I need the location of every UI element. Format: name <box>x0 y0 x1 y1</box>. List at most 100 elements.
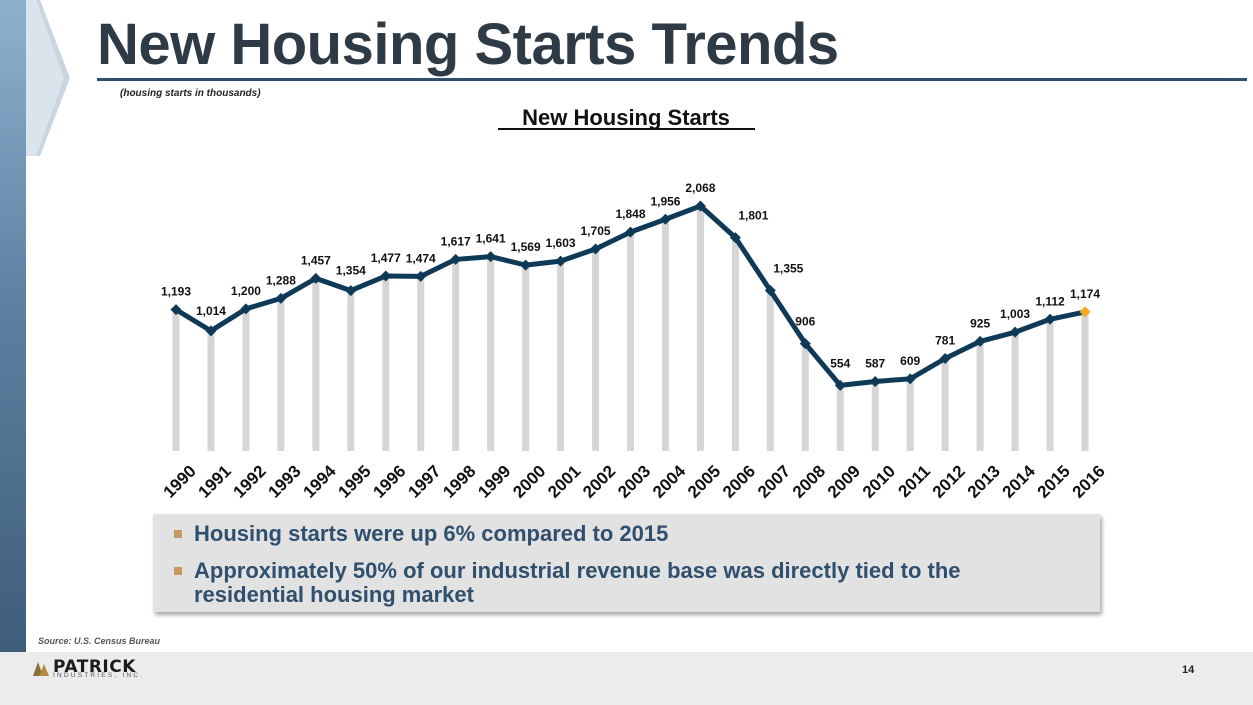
footer-band <box>0 652 1253 705</box>
data-point-2002 <box>590 243 602 255</box>
data-point-2004 <box>659 213 671 225</box>
data-label-1992: 1,200 <box>231 284 261 298</box>
data-point-1997 <box>415 270 427 282</box>
x-tick-label-1997: 1997 <box>404 462 444 502</box>
bar-2004 <box>661 219 669 451</box>
data-point-2012 <box>939 352 951 364</box>
x-tick-label-2013: 2013 <box>964 462 1004 502</box>
data-label-2005: 2,068 <box>685 181 715 195</box>
title-underline <box>97 78 1247 81</box>
company-logo: PATRICK INDUSTRIES, INC. <box>30 657 160 681</box>
data-labels: 1,193 1,014 1,200 1,288 1,457 1,354 1,477 1,474… <box>161 181 1100 370</box>
bar-2011 <box>906 378 914 451</box>
x-tick-label-2000: 2000 <box>509 462 549 502</box>
bar-2000 <box>522 265 530 451</box>
x-tick-label-2007: 2007 <box>754 462 794 502</box>
x-tick-label-2008: 2008 <box>789 462 829 502</box>
data-point-1995 <box>345 285 357 297</box>
bar-2002 <box>592 249 600 451</box>
bar-2014 <box>1011 332 1019 451</box>
data-label-2003: 1,848 <box>615 207 645 221</box>
bar-2015 <box>1046 319 1054 451</box>
x-tick-label-2015: 2015 <box>1034 462 1074 502</box>
bar-1998 <box>452 259 460 451</box>
page-number: 14 <box>1182 664 1195 676</box>
data-point-2000 <box>520 259 532 271</box>
data-label-1997: 1,474 <box>406 251 436 265</box>
data-label-1994: 1,457 <box>301 253 331 267</box>
data-label-2014: 1,003 <box>1000 307 1030 321</box>
bar-1995 <box>347 290 355 451</box>
bar-2009 <box>836 385 844 451</box>
data-label-2006: 1,801 <box>738 209 768 223</box>
bar-2008 <box>801 343 809 451</box>
bar-2001 <box>557 261 565 451</box>
bar-2016 <box>1081 311 1089 451</box>
data-point-2007 <box>764 284 776 296</box>
data-label-1999: 1,641 <box>476 232 506 246</box>
data-point-2016 <box>1079 306 1091 318</box>
data-label-1998: 1,617 <box>441 234 471 248</box>
bar-2013 <box>976 341 984 451</box>
bar-1990 <box>172 309 180 451</box>
bar-1997 <box>417 276 425 451</box>
bullet-marker-icon <box>174 567 182 575</box>
bar-series <box>172 206 1089 451</box>
data-point-2001 <box>555 255 567 267</box>
x-tick-label-2012: 2012 <box>929 462 969 502</box>
data-label-2011: 609 <box>900 354 920 368</box>
x-tick-label-1993: 1993 <box>265 462 305 502</box>
data-label-2012: 781 <box>935 333 955 347</box>
bar-2010 <box>871 381 879 451</box>
data-point-2009 <box>834 379 846 391</box>
data-label-2007: 1,355 <box>773 261 803 275</box>
bar-2012 <box>941 358 949 451</box>
data-point-2003 <box>625 226 636 238</box>
data-label-2004: 1,956 <box>650 194 680 208</box>
data-point-2005 <box>694 200 706 212</box>
data-label-1993: 1,288 <box>266 273 296 287</box>
x-tick-label-2004: 2004 <box>649 461 690 502</box>
bar-2006 <box>731 237 739 451</box>
bar-1992 <box>242 308 250 451</box>
data-point-2014 <box>1009 326 1021 338</box>
x-tick-label-2001: 2001 <box>544 462 584 502</box>
x-tick-label-2014: 2014 <box>999 461 1040 502</box>
x-axis-labels: 1990199119921993199419951996199719981999… <box>160 461 1109 502</box>
x-tick-label-1991: 1991 <box>195 462 235 502</box>
left-decorative-band <box>0 0 26 705</box>
x-tick-label-1999: 1999 <box>474 462 514 502</box>
x-tick-label-1992: 1992 <box>230 462 270 502</box>
x-tick-label-2011: 2011 <box>894 462 934 502</box>
data-point-1993 <box>275 292 287 304</box>
data-label-2016: 1,174 <box>1070 287 1100 301</box>
source-note: Source: U.S. Census Bureau <box>38 636 161 646</box>
data-label-2013: 925 <box>970 316 990 330</box>
data-point-1992 <box>240 303 252 315</box>
bar-1991 <box>207 330 215 451</box>
bullet-item: Approximately 50% of our industrial reve… <box>153 559 1053 607</box>
bullet-item: Housing starts were up 6% compared to 20… <box>153 522 668 546</box>
bar-1999 <box>487 256 495 451</box>
data-point-2013 <box>974 335 986 347</box>
data-point-1998 <box>450 253 462 265</box>
units-note: (housing starts in thousands) <box>120 88 261 99</box>
data-point-2015 <box>1044 313 1056 325</box>
bullet-text: Approximately 50% of our industrial reve… <box>194 558 961 607</box>
data-label-1990: 1,193 <box>161 285 191 299</box>
x-tick-label-2005: 2005 <box>684 462 724 502</box>
data-point-1999 <box>485 251 497 263</box>
data-label-2015: 1,112 <box>1035 294 1065 308</box>
bar-2003 <box>627 232 634 451</box>
data-point-2006 <box>729 232 741 244</box>
data-label-1996: 1,477 <box>371 251 401 265</box>
x-tick-label-2006: 2006 <box>719 462 759 502</box>
arrow-accent-decoration <box>26 0 70 156</box>
data-point-1991 <box>205 325 217 337</box>
data-point-1996 <box>380 270 392 282</box>
chart-title: New Housing Starts <box>522 105 730 130</box>
x-tick-label-2009: 2009 <box>824 462 864 502</box>
data-label-2008: 906 <box>795 315 815 329</box>
bar-2005 <box>696 206 704 451</box>
